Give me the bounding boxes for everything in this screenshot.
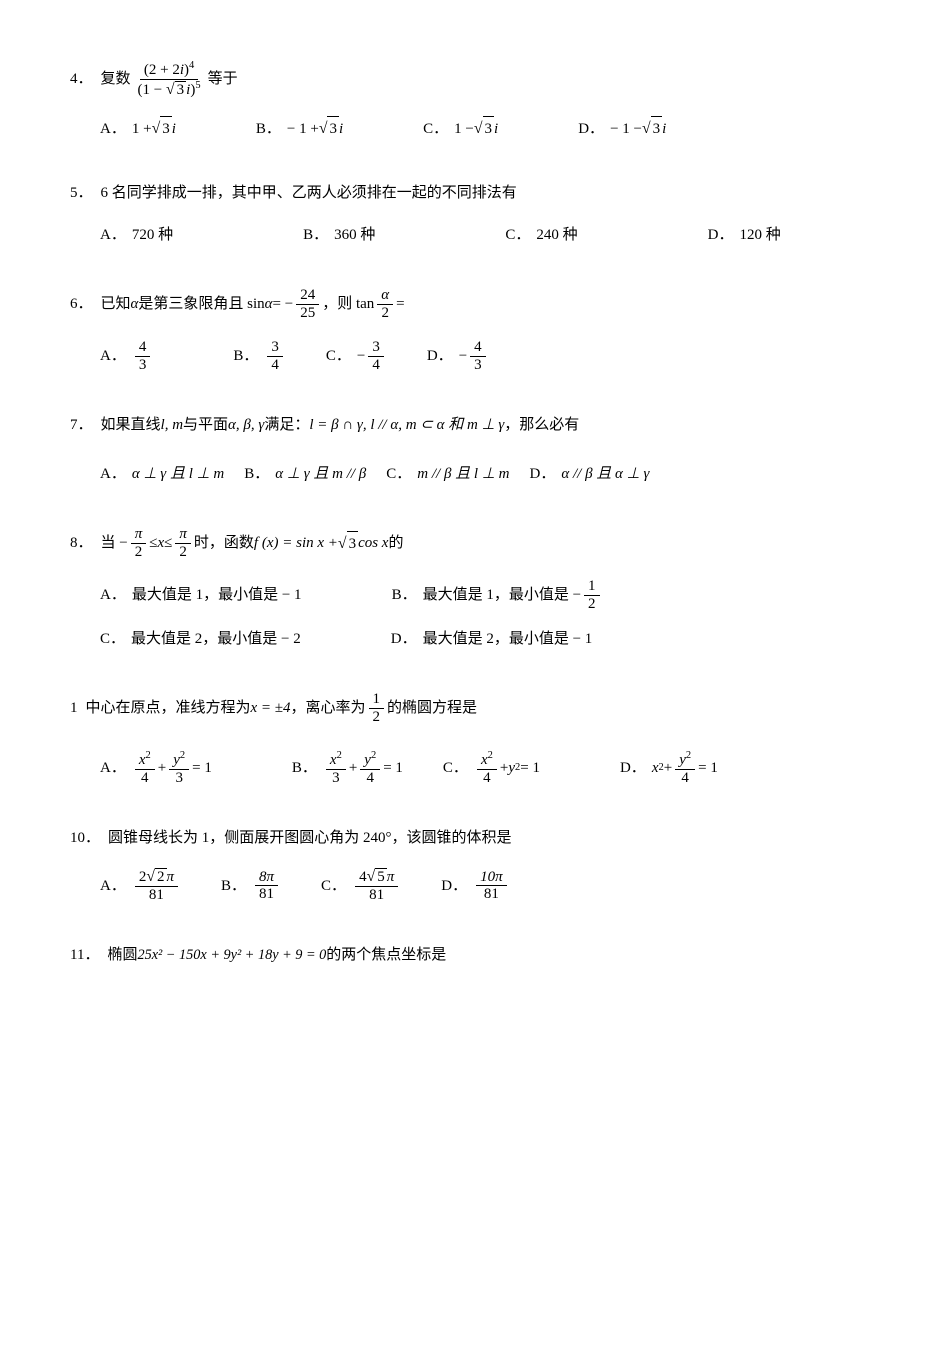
q10-choice-c: C． 4√5π81: [321, 868, 401, 903]
q9-choices: A． x24 + y23 = 1 B． x23 + y24 = 1 C． x24…: [100, 750, 880, 786]
q4-choice-c: C． 1 − √3i: [423, 116, 498, 141]
q4-stem: 4． 复数 (2 + 2i)4 (1 − √3i)5 等于: [70, 60, 880, 98]
q10-choices: A． 2√2π81 B． 8π81 C． 4√5π81 D． 10π81: [100, 868, 880, 903]
question-10: 10． 圆锥母线长为 1，侧面展开图圆心角为 240°，该圆锥的体积是 A． 2…: [70, 826, 880, 903]
question-4: 4． 复数 (2 + 2i)4 (1 − √3i)5 等于 A． 1 + √3i…: [70, 60, 880, 141]
q6-frac2: α2: [377, 287, 393, 321]
q5-number: 5．: [70, 181, 93, 205]
q10-choice-d: D． 10π81: [441, 868, 509, 903]
q8-choice-d: D．最大值是 2，最小值是 − 1: [391, 627, 593, 651]
q8-stem: 8． 当 − π2 ≤ x ≤ π2 时，函数 f (x) = sin x + …: [70, 526, 880, 560]
q8-choices-row1: A．最大值是 1，最小值是 − 1 B．最大值是 1，最小值是 −12: [100, 578, 880, 612]
q6-number: 6．: [70, 292, 93, 316]
q9-choice-b: B． x23 + y24 = 1: [292, 750, 403, 786]
q9-choice-d: D． x2 + y24 = 1: [620, 750, 718, 786]
q9-number: 1: [70, 696, 78, 720]
q6-choices: A．43 B．34 C．−34 D．−43: [100, 339, 880, 373]
q7-choice-a: A．α ⊥ γ 且 l ⊥ m: [100, 462, 224, 486]
q5-stem: 5． 6 名同学排成一排，其中甲、乙两人必须排在一起的不同排法有: [70, 181, 880, 205]
q5-choices: A．720 种 B．360 种 C．240 种 D．120 种: [100, 223, 880, 247]
q6-frac1: 2425: [296, 287, 319, 321]
q4-suffix: 等于: [208, 67, 238, 91]
q4-choice-d: D． − 1 − √3i: [578, 116, 666, 141]
question-5: 5． 6 名同学排成一排，其中甲、乙两人必须排在一起的不同排法有 A．720 种…: [70, 181, 880, 247]
q10-stem: 10． 圆锥母线长为 1，侧面展开图圆心角为 240°，该圆锥的体积是: [70, 826, 880, 850]
q5-choice-a: A．720 种: [100, 223, 173, 247]
question-11: 11． 椭圆 25x² − 150x + 9y² + 18y + 9 = 0 的…: [70, 943, 880, 967]
q6-choice-c: C．−34: [326, 339, 387, 373]
q6-stem: 6． 已知 α 是第三象限角且 sin α = − 2425 ，则 tan α2…: [70, 287, 880, 321]
q7-choices: A．α ⊥ γ 且 l ⊥ m B．α ⊥ γ 且 m // β C．m // …: [100, 462, 880, 486]
question-6: 6． 已知 α 是第三象限角且 sin α = − 2425 ，则 tan α2…: [70, 287, 880, 373]
q5-choice-b: B．360 种: [303, 223, 375, 247]
q10-number: 10．: [70, 826, 100, 850]
q7-number: 7．: [70, 413, 93, 437]
q5-text: 6 名同学排成一排，其中甲、乙两人必须排在一起的不同排法有: [101, 181, 517, 205]
q8-choices-row2: C．最大值是 2，最小值是 − 2 D．最大值是 2，最小值是 − 1: [100, 627, 880, 651]
q10-choice-b: B． 8π81: [221, 868, 281, 903]
question-9: 1 中心在原点，准线方程为 x = ±4 ，离心率为 12 的椭圆方程是 A． …: [70, 691, 880, 786]
q4-fraction: (2 + 2i)4 (1 − √3i)5: [134, 60, 205, 98]
q4-choices: A． 1 + √3i B． − 1 + √3i C． 1 − √3i D． − …: [100, 116, 880, 141]
q9-choice-a: A． x24 + y23 = 1: [100, 750, 212, 786]
q5-choice-d: D．120 种: [708, 223, 781, 247]
q6-choice-d: D．−43: [427, 339, 489, 373]
q4-prefix: 复数: [101, 67, 131, 91]
q11-stem: 11． 椭圆 25x² − 150x + 9y² + 18y + 9 = 0 的…: [70, 943, 880, 967]
q4-frac-den: (1 − √3i)5: [134, 80, 205, 99]
q11-number: 11．: [70, 943, 99, 967]
q5-choice-c: C．240 种: [505, 223, 577, 247]
q8-choice-a: A．最大值是 1，最小值是 − 1: [100, 578, 302, 612]
q9-choice-c: C． x24 + y2 = 1: [443, 750, 540, 786]
q7-stem: 7． 如果直线 l, m 与平面 α, β, γ 满足： l = β ∩ γ, …: [70, 413, 880, 437]
q4-frac-num: (2 + 2i)4: [140, 60, 198, 80]
q7-choice-b: B．α ⊥ γ 且 m // β: [244, 462, 366, 486]
q6-choice-b: B．34: [233, 339, 286, 373]
q8-number: 8．: [70, 531, 93, 555]
q6-choice-a: A．43: [100, 339, 153, 373]
q8-choice-c: C．最大值是 2，最小值是 − 2: [100, 627, 301, 651]
q4-number: 4．: [70, 67, 93, 91]
q10-choice-a: A． 2√2π81: [100, 868, 181, 903]
question-7: 7． 如果直线 l, m 与平面 α, β, γ 满足： l = β ∩ γ, …: [70, 413, 880, 486]
q7-choice-d: D．α // β 且 α ⊥ γ: [530, 462, 650, 486]
q4-choice-b: B． − 1 + √3i: [256, 116, 343, 141]
q7-choice-c: C．m // β 且 l ⊥ m: [386, 462, 509, 486]
question-8: 8． 当 − π2 ≤ x ≤ π2 时，函数 f (x) = sin x + …: [70, 526, 880, 651]
q4-choice-a: A． 1 + √3i: [100, 116, 176, 141]
q9-stem: 1 中心在原点，准线方程为 x = ±4 ，离心率为 12 的椭圆方程是: [70, 691, 880, 725]
q8-choice-b: B．最大值是 1，最小值是 −12: [392, 578, 603, 612]
